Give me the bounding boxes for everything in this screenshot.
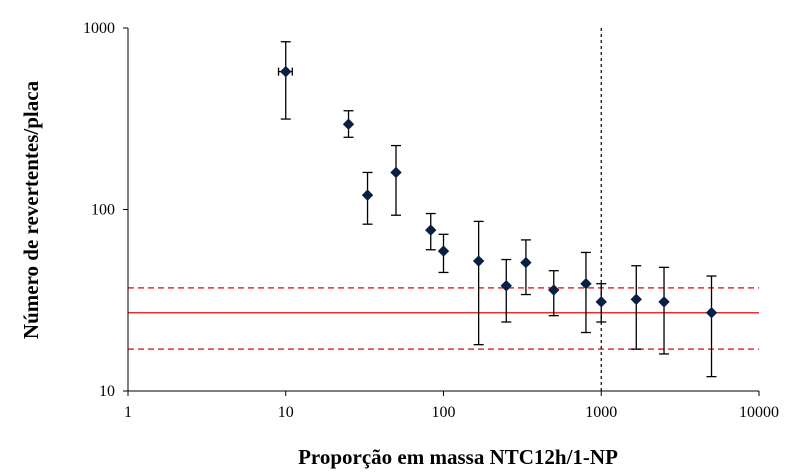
data-point-diamond (658, 296, 670, 308)
data-point-diamond (437, 245, 450, 257)
data-point-diamond (361, 189, 374, 201)
y-tick-label: 10 (99, 383, 115, 400)
data-point-diamond (342, 118, 355, 130)
data-points (280, 65, 718, 319)
x-tick-label: 10000 (739, 404, 779, 421)
data-point-diamond (280, 65, 292, 78)
y-axis-title: Número de revertentes/placa (19, 80, 43, 339)
data-point-diamond (630, 293, 642, 306)
x-tick-label: 1000 (585, 404, 617, 421)
x-tick-label: 100 (432, 404, 456, 421)
data-point-diamond (472, 255, 485, 267)
data-point-diamond (705, 307, 718, 319)
x-tick-label: 1 (124, 404, 132, 421)
data-point-diamond (425, 224, 437, 236)
y-tick-label: 1000 (83, 20, 115, 37)
data-point-diamond (580, 278, 592, 290)
y-tick-label: 100 (91, 202, 115, 219)
data-point-diamond (520, 256, 532, 269)
error-bars (277, 41, 717, 378)
data-point-diamond (595, 296, 607, 308)
reference-lines (128, 28, 759, 391)
data-point-diamond (500, 280, 512, 292)
data-point-diamond (548, 284, 560, 296)
data-point-diamond (390, 166, 402, 179)
x-tick-label: 10 (278, 404, 294, 421)
axes (123, 27, 760, 396)
x-axis-title: Proporção em massa NTC12h/1-NP (298, 445, 618, 469)
tick-labels: 1 10 100 1000 10000 10 100 1000 (83, 20, 779, 421)
